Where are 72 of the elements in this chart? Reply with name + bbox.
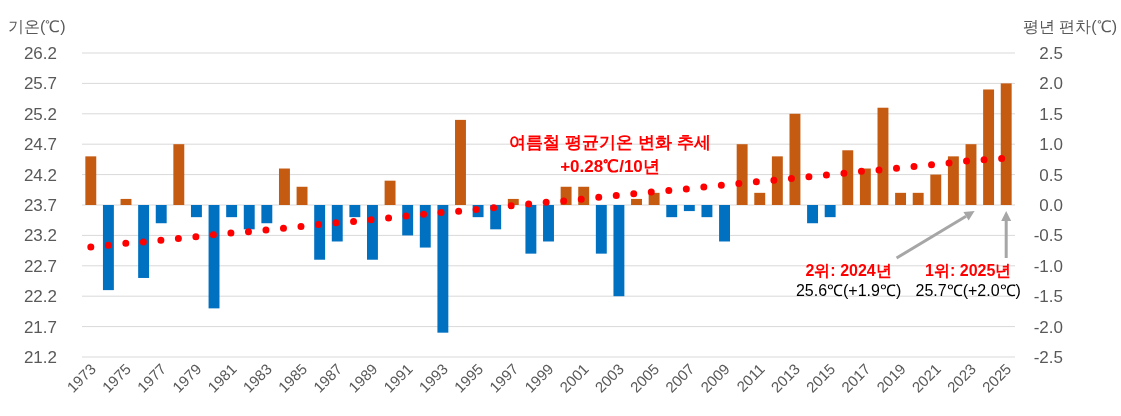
bar [719, 205, 730, 242]
bar [331, 205, 343, 242]
bar [736, 144, 748, 205]
bar [384, 180, 396, 205]
bar [701, 205, 713, 218]
y-tick-label: 23.2 [23, 226, 57, 246]
y2-tick-label: -2.5 [1033, 348, 1063, 367]
y-tick-label: 21.2 [23, 348, 57, 367]
bar [296, 186, 308, 205]
bar [85, 156, 97, 205]
bar [102, 205, 114, 291]
bar [842, 150, 854, 205]
y-tick-label: 25.2 [23, 104, 57, 124]
y-tick-label: 22.2 [23, 287, 57, 307]
y2-axis-title: 평년 편차(℃) [1022, 18, 1117, 35]
bar [912, 192, 924, 205]
bar [613, 205, 625, 297]
bar [683, 205, 695, 212]
y-tick-label: 22.7 [23, 256, 57, 276]
bar [419, 205, 431, 248]
annotation: 여름철 평균기온 변화 추세 [509, 133, 711, 152]
bar [595, 205, 607, 254]
bar [278, 168, 290, 205]
bar [367, 205, 378, 260]
y-axis-title: 기온(℃) [8, 18, 66, 35]
y2-tick-label: 0.5 [1039, 165, 1063, 185]
y2-tick-label: -2.0 [1033, 317, 1063, 337]
bar [754, 192, 766, 205]
bar [648, 192, 660, 205]
bar [930, 174, 942, 205]
y2-tick-label: 1.5 [1039, 104, 1063, 124]
bar [807, 205, 819, 224]
y2-tick-label: 0.0 [1039, 196, 1063, 215]
y2-tick-label: -1.0 [1033, 256, 1063, 276]
bar [226, 205, 238, 218]
bar [138, 205, 150, 278]
bar [666, 205, 678, 218]
y-tick-label: 25.7 [23, 74, 57, 94]
bar [261, 205, 273, 224]
y-tick-label: 21.7 [23, 317, 57, 337]
bar [1000, 83, 1012, 205]
bar [437, 205, 449, 333]
y2-tick-label: -1.5 [1033, 287, 1063, 307]
annotation: 2위: 2024년 25.6℃(+1.9℃) [795, 262, 902, 299]
y2-tick-label: 2.0 [1039, 74, 1063, 94]
bar [859, 168, 871, 205]
bar [525, 205, 537, 254]
bar [771, 156, 783, 205]
bar [190, 205, 202, 218]
bar [120, 198, 132, 205]
bar [983, 89, 995, 205]
annotation: 1위: 2025년 25.7℃(+2.0℃) [915, 262, 1021, 299]
bar [173, 144, 185, 205]
bar [314, 205, 326, 260]
bar [947, 156, 959, 205]
bar [824, 205, 836, 218]
y-tick-label: 26.2 [23, 44, 57, 63]
bar [155, 205, 167, 224]
y2-tick-label: 2.5 [1039, 44, 1063, 63]
bar [349, 205, 361, 218]
bar [789, 113, 801, 205]
bar [455, 119, 466, 205]
bar [631, 198, 642, 205]
y2-tick-label: -0.5 [1033, 226, 1063, 246]
y-tick-label: 23.7 [23, 196, 57, 215]
bar [895, 192, 907, 205]
y-tick-label: 24.7 [23, 135, 57, 155]
y2-tick-label: 1.0 [1039, 135, 1063, 155]
y-tick-label: 24.2 [23, 165, 57, 185]
bar [543, 205, 554, 242]
bar [243, 205, 255, 230]
annotation: +0.28℃/10년 [560, 157, 660, 176]
